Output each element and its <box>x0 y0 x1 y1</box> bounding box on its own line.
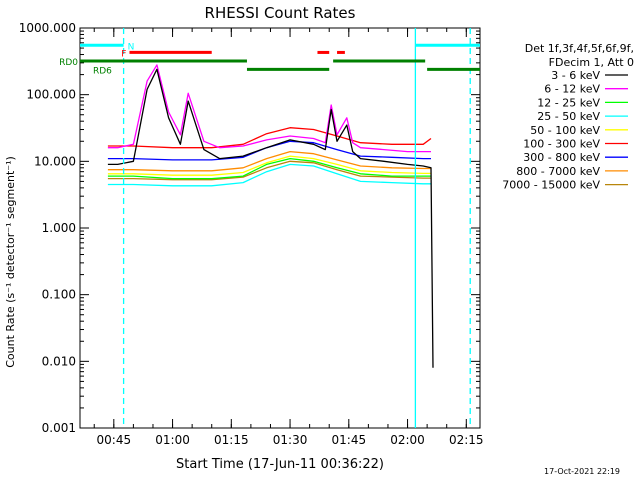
x-tick-label: 01:45 <box>332 433 367 447</box>
series-line <box>107 150 431 172</box>
x-tick-label: 02:00 <box>390 433 425 447</box>
y-tick-label: 0.001 <box>42 421 76 435</box>
series-line <box>107 155 431 176</box>
y-tick-label: 0.010 <box>42 354 76 368</box>
x-tick-label: 02:15 <box>449 433 484 447</box>
x-tick-label: 01:30 <box>273 433 308 447</box>
series-line <box>107 157 431 180</box>
y-tick-label: 0.100 <box>42 288 76 302</box>
y-tick-label: 100.000 <box>26 88 76 102</box>
y-tick-label: 10.000 <box>34 154 76 168</box>
x-tick-label: 01:15 <box>214 433 249 447</box>
series-line <box>107 64 431 153</box>
x-tick-label: 01:00 <box>155 433 190 447</box>
x-tick-label: 00:45 <box>97 433 132 447</box>
legend-entry-label: 6 - 12 keV <box>544 83 600 96</box>
y-tick-label: 1000.000 <box>19 21 76 35</box>
y-axis-label: Count Rate (s⁻¹ detector⁻¹ segment⁻¹) <box>4 156 17 368</box>
axes: 0.001 0.010 0.100 1.000 10.000 100.000 1000.00… <box>19 21 484 447</box>
state-bar-label: RD6 <box>93 66 112 76</box>
series-line <box>107 127 432 149</box>
series-line <box>107 160 431 181</box>
legend-header-line-1: Det 1f,3f,4f,5f,6f,9f, <box>525 42 634 55</box>
generation-timestamp: 17-Oct-2021 22:19 <box>544 467 620 476</box>
legend-entry-label: 300 - 800 keV <box>523 151 600 164</box>
y-tick-label: 1.000 <box>42 221 76 235</box>
legend-entry-label: 100 - 300 keV <box>523 138 600 151</box>
state-bar-label: RD0 <box>59 58 78 68</box>
legend-entry-label: 25 - 50 keV <box>537 110 600 123</box>
series-line <box>107 163 431 187</box>
legend-header-line-2: FDecim 1, Att 0 <box>549 56 634 69</box>
x-axis-label: Start Time (17-Jun-11 00:36:22) <box>176 457 384 472</box>
state-bar-label: F <box>121 49 126 59</box>
legend-entry-label: 3 - 6 keV <box>551 69 600 82</box>
series-line <box>107 68 434 368</box>
series-lines <box>107 64 434 368</box>
series-line <box>107 140 431 161</box>
legend-entry-label: 7000 - 15000 keV <box>502 179 600 192</box>
legend-entry-label: 800 - 7000 keV <box>516 165 600 178</box>
state-bar-label: N <box>128 42 135 52</box>
legend-entry-label: 50 - 100 keV <box>530 124 600 137</box>
chart-title: RHESSI Count Rates <box>205 4 356 22</box>
state-bars: NF RD0 RD6 <box>59 28 480 428</box>
legend-entry-label: 12 - 25 keV <box>537 96 600 109</box>
